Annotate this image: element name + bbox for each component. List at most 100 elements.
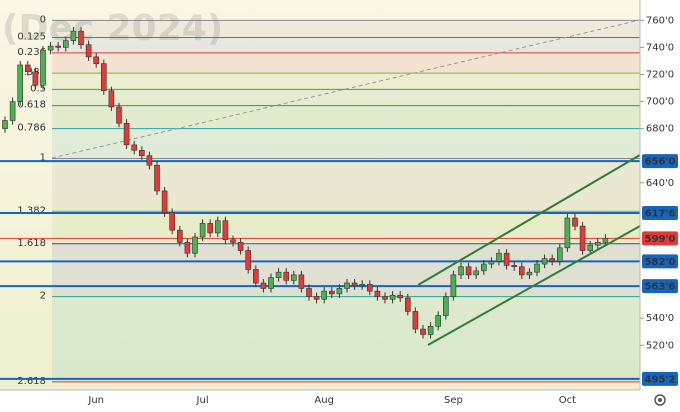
candle-body [351, 282, 358, 287]
y-tick-label: 700'0 [646, 97, 674, 108]
candle-body [230, 239, 236, 243]
x-tick-label: Oct [559, 395, 576, 406]
candle-body [78, 30, 84, 45]
fib-bands [52, 20, 640, 382]
candle-body [389, 294, 396, 300]
level-label-bg [642, 279, 678, 294]
candle-body [161, 190, 168, 213]
level-label-bg [642, 371, 678, 386]
candle-body [602, 238, 609, 243]
candle-body [169, 212, 175, 231]
fib-label: 0.786 [17, 123, 46, 134]
channel-upper [417, 154, 641, 286]
candle-body [366, 284, 373, 292]
level-label: 495'2 [645, 374, 676, 385]
candle-body [192, 236, 198, 254]
candle-body [442, 296, 449, 316]
candle-body [313, 296, 320, 300]
candle-body [541, 258, 548, 265]
candle-body [549, 258, 556, 262]
candle-body [47, 45, 54, 51]
x-tick-label: Aug [314, 395, 334, 406]
fib-band [52, 37, 640, 53]
settings-button[interactable] [654, 394, 666, 406]
trend-line [51, 19, 641, 159]
fib-label: 2.618 [17, 376, 46, 387]
candle-body [587, 244, 594, 251]
y-tick-label: 640'0 [646, 178, 674, 189]
candle-body [511, 265, 518, 268]
candle-body [412, 311, 419, 330]
candle-body [275, 271, 282, 278]
fib-band [52, 105, 640, 129]
fib-band [52, 158, 640, 212]
candle-body [116, 106, 122, 124]
candle-body [85, 44, 92, 58]
candle-body [450, 274, 457, 297]
candle-body [131, 144, 137, 151]
fib-band [52, 20, 640, 38]
fib-label: 0.236 [17, 47, 46, 58]
fib-label: 0.5 [30, 83, 46, 94]
candle-body [32, 71, 39, 86]
candle-body [344, 282, 350, 289]
settings-button-dot [658, 398, 662, 402]
candle-body [473, 270, 480, 276]
y-tick-label: 760'0 [646, 15, 674, 26]
candle-body [108, 90, 115, 108]
fib-label: 0 [40, 14, 46, 25]
level-label: 582'0 [645, 257, 676, 268]
level-label-bg [642, 154, 678, 169]
y-tick-label: 740'0 [646, 42, 674, 53]
candle-body [24, 64, 31, 73]
candle-body [245, 250, 251, 270]
axes: 760'0 740'0 720'0 700'0 680'0 640'0 540'0 520'0… [87, 15, 678, 406]
candle-body [321, 290, 328, 300]
candle-body [290, 274, 297, 281]
fib-label: 1.618 [17, 238, 46, 249]
candle-body [526, 271, 533, 276]
y-tick-label: 520'0 [646, 340, 674, 351]
candle-body [397, 294, 404, 299]
level-label: 617'6 [645, 208, 676, 219]
plot-background [0, 0, 640, 390]
level-label-bg [642, 205, 678, 220]
y-tick-label: 540'0 [646, 313, 674, 324]
candle-body [9, 101, 16, 121]
candle-body [564, 217, 571, 249]
candle-body [579, 225, 586, 251]
candle-body [359, 284, 366, 287]
candle-body [62, 40, 69, 48]
candle-body [572, 217, 578, 227]
level-label: 599'0 [645, 234, 676, 245]
candle-body [404, 297, 411, 312]
candle-body [435, 315, 442, 327]
candle-body [458, 266, 464, 276]
candle-body [283, 271, 290, 281]
candle-body [123, 122, 130, 146]
fib-band [52, 128, 640, 159]
fib-label: 0.618 [17, 100, 46, 111]
fib-label: 0.125 [17, 32, 46, 43]
fib-band [52, 73, 640, 90]
fib-band [52, 211, 640, 244]
candle-body [534, 263, 540, 273]
x-tick-label: Jul [196, 395, 209, 406]
candle-body [184, 242, 191, 254]
candle-body [268, 277, 274, 289]
y-tick-label: 680'0 [646, 124, 674, 135]
candle-body [382, 296, 388, 300]
candles [2, 27, 609, 339]
level-label-bg [642, 254, 678, 269]
candle-body [503, 252, 510, 266]
candle-body [488, 261, 495, 265]
candle-body [2, 120, 8, 129]
fib-label: 1 [40, 152, 46, 163]
candle-body [199, 223, 206, 238]
candle-body [328, 290, 335, 295]
fib-label: 2 [40, 291, 46, 302]
candle-body [253, 269, 259, 284]
candle-body [139, 150, 145, 157]
candle-body [427, 326, 434, 335]
fib-band [52, 89, 640, 106]
